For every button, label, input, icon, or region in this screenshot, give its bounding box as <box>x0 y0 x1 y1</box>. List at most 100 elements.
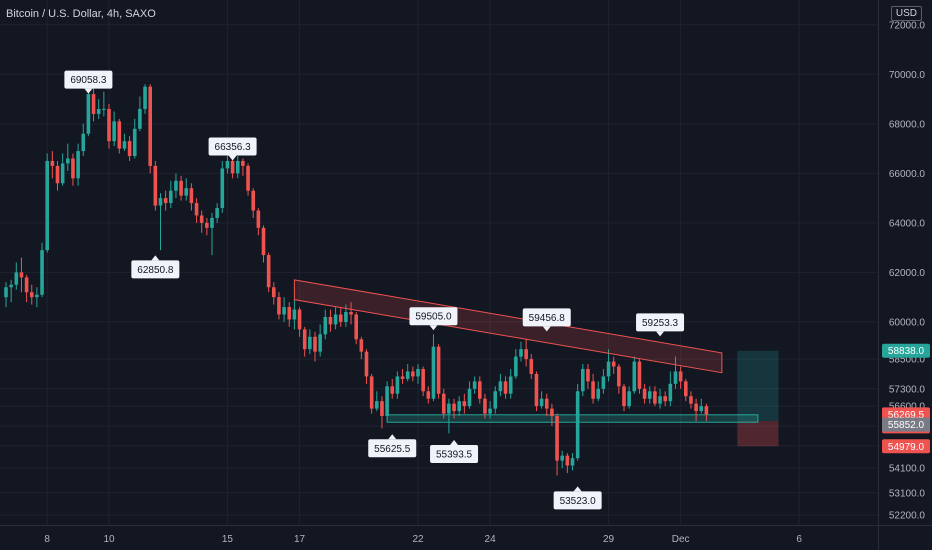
candle-body <box>338 314 343 322</box>
candle-body <box>35 294 39 298</box>
y-tick-label: 53100.0 <box>889 488 926 499</box>
currency-button[interactable]: USD <box>890 6 922 21</box>
candle-body <box>45 160 49 251</box>
support-zone[interactable] <box>386 414 759 423</box>
candle-body <box>251 190 255 211</box>
price-label: 69058.3 <box>70 75 107 86</box>
candle-body <box>189 188 194 204</box>
candle-body <box>699 406 704 412</box>
candle-body <box>478 381 482 399</box>
candle-body <box>534 373 539 407</box>
price-label: 62850.8 <box>137 265 174 276</box>
candle-body <box>529 359 534 374</box>
candle-body <box>66 158 70 164</box>
price-label-pointer <box>228 155 237 161</box>
resistance-channel[interactable] <box>293 279 723 374</box>
price-label-box <box>553 491 602 510</box>
candle-body <box>514 356 518 377</box>
candle-body <box>694 403 698 412</box>
candle-body <box>313 336 317 352</box>
candle-body <box>163 198 168 204</box>
y-tick-label: 58500.0 <box>889 355 926 366</box>
candle-body <box>555 416 559 461</box>
candle-body <box>308 336 312 350</box>
target-zone[interactable] <box>737 350 779 421</box>
candle-body <box>601 376 606 389</box>
price-label: 53523.0 <box>560 496 597 507</box>
candle-body <box>9 284 13 288</box>
candle-body <box>411 371 415 377</box>
chart-title: Bitcoin / U.S. Dollar, 4h, SAXO <box>6 8 156 20</box>
candle-body <box>508 376 513 394</box>
candle-body <box>611 361 616 367</box>
price-label-pointer <box>388 434 397 440</box>
candle-body <box>179 180 183 196</box>
candle-body <box>169 190 173 204</box>
candle-body <box>277 297 281 315</box>
price-label: 55625.5 <box>374 444 411 455</box>
candle-body <box>653 391 657 404</box>
candle-body <box>50 160 55 166</box>
candle-body <box>390 386 395 394</box>
candle-body <box>441 393 446 414</box>
y-tick-label: 66000.0 <box>889 169 926 180</box>
candle-body <box>4 287 8 298</box>
x-tick-label: 6 <box>796 534 802 545</box>
price-label-pointer <box>429 325 438 331</box>
price-label-box <box>409 307 458 326</box>
stop-zone[interactable] <box>737 420 779 447</box>
candle-body <box>14 272 19 285</box>
candle-body <box>323 316 328 335</box>
candle-body <box>210 217 214 228</box>
price-label-pointer <box>84 88 93 94</box>
y-tick-label: 54100.0 <box>889 464 926 475</box>
candle-body <box>668 383 673 402</box>
price-label-box <box>64 70 113 89</box>
candle-body <box>29 292 34 298</box>
price-label: 59456.8 <box>529 313 566 324</box>
candle-body <box>550 408 554 417</box>
y-tick-label: 68000.0 <box>889 119 926 130</box>
x-tick-label: 15 <box>222 534 234 545</box>
candle-body <box>524 349 528 360</box>
candle-body <box>230 160 235 174</box>
candle-body <box>138 108 142 129</box>
candle-body <box>235 160 240 174</box>
candle-body <box>153 165 158 206</box>
price-label: 59505.0 <box>415 312 452 323</box>
candle-body <box>493 391 498 409</box>
candle-body <box>575 391 580 459</box>
candle-body <box>292 309 297 320</box>
y-tick-label: 70000.0 <box>889 70 926 81</box>
price-label: 59253.3 <box>642 318 679 329</box>
x-tick-label: Dec <box>672 534 690 545</box>
candle-body <box>282 307 286 315</box>
candle-body <box>318 334 322 352</box>
price-label-box <box>368 439 417 458</box>
candle-body <box>462 401 467 407</box>
y-tick-label: 60000.0 <box>889 317 926 328</box>
candle-body <box>328 316 333 325</box>
axis-price-tag <box>882 417 930 432</box>
candle-body <box>112 121 116 142</box>
axis-price-tag-label: 55852.0 <box>888 420 925 431</box>
candle-body <box>570 458 575 466</box>
candle-body <box>467 388 472 407</box>
candle-body <box>272 287 276 298</box>
candle-body <box>158 198 163 206</box>
candle-body <box>132 128 137 157</box>
candle-body <box>560 455 564 461</box>
price-label-pointer <box>151 255 160 261</box>
candle-body <box>256 210 261 228</box>
candle-body <box>539 398 544 407</box>
candle-body <box>24 277 29 293</box>
price-label-box <box>636 313 685 332</box>
candle-body <box>405 371 410 379</box>
candle-body <box>143 86 147 109</box>
candle-body <box>102 108 106 110</box>
candle-body <box>457 401 461 412</box>
candle-body <box>586 368 590 382</box>
candle-body <box>400 376 405 379</box>
